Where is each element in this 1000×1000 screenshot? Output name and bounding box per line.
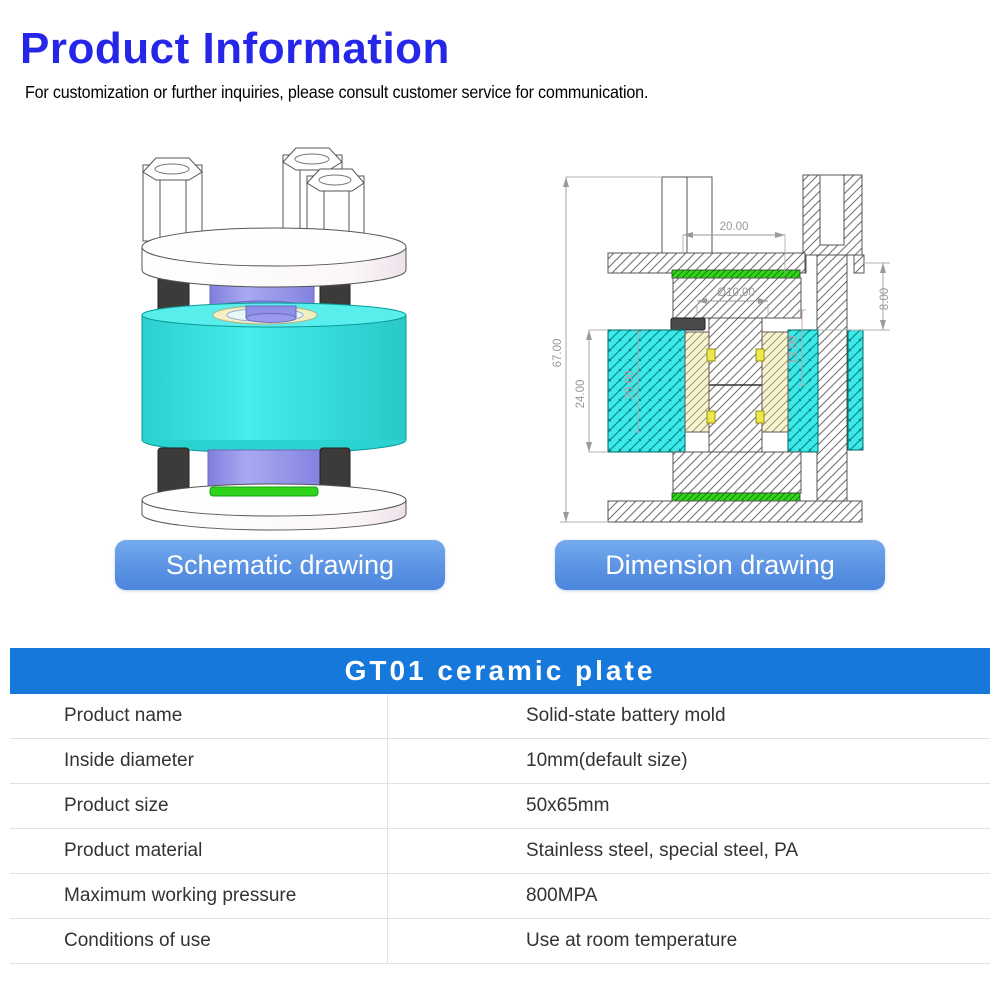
lower-punch-block	[672, 451, 802, 494]
dimension-figure: 67.00 24.00 20.00 20.00 Ø10.00 8.00 13.0…	[540, 120, 960, 540]
table-row: Product name Solid-state battery mold	[10, 694, 990, 739]
dim-die-block-height: 24.00	[575, 380, 587, 409]
die-block-left	[607, 329, 686, 453]
table-row: Product material Stainless steel, specia…	[10, 829, 990, 874]
bottom-plate-section	[607, 500, 863, 523]
cross-section	[607, 174, 865, 523]
row-label: Conditions of use	[10, 919, 388, 963]
die-block-right	[787, 329, 819, 453]
sleeve-left	[684, 331, 710, 433]
top-plate-disc	[141, 227, 407, 288]
spec-table: GT01 ceramic plate Product name Solid-st…	[10, 648, 990, 964]
page-title: Product Information	[20, 24, 450, 73]
schematic-drawing-button[interactable]: Schematic drawing	[115, 540, 445, 590]
row-label: Inside diameter	[10, 739, 388, 783]
dim-top-width: 20.00	[720, 221, 749, 233]
dim-right-step: 8.00	[879, 288, 891, 310]
row-value: 10mm(default size)	[526, 750, 688, 771]
table-row: Conditions of use Use at room temperatur…	[10, 919, 990, 964]
row-value: Stainless steel, special steel, PA	[526, 840, 799, 861]
dim-overall-height: 67.00	[552, 339, 564, 368]
dim-sleeve-height: 13.00	[788, 336, 800, 365]
bottom-plate-disc	[141, 483, 407, 531]
locating-tabs	[706, 348, 765, 424]
table-row: Product size 50x65mm	[10, 784, 990, 829]
seal-piece	[670, 317, 706, 331]
schematic-drawing-svg	[141, 147, 407, 531]
table-row: Inside diameter 10mm(default size)	[10, 739, 990, 784]
ceramic-plate-top	[671, 269, 801, 279]
row-value: 800MPA	[526, 885, 598, 906]
schematic-figure	[100, 110, 480, 540]
table-title: GT01 ceramic plate	[10, 648, 990, 694]
main-die-body	[141, 302, 407, 454]
dimension-labels: 67.00 24.00 20.00 20.00 Ø10.00 8.00 13.0…	[552, 221, 891, 408]
table-row: Maximum working pressure 800MPA	[10, 874, 990, 919]
row-label: Product name	[10, 694, 388, 738]
row-label: Maximum working pressure	[10, 874, 388, 918]
row-label: Product material	[10, 829, 388, 873]
dim-cavity-height: 20.00	[624, 371, 636, 400]
dimension-drawing-button[interactable]: Dimension drawing	[555, 540, 885, 590]
row-value: Use at room temperature	[526, 930, 738, 951]
sleeve-right	[761, 331, 789, 433]
die-block-far-right	[847, 329, 864, 451]
dimension-lines	[560, 176, 890, 523]
row-value: 50x65mm	[526, 795, 610, 816]
dimension-drawing-svg: 67.00 24.00 20.00 20.00 Ø10.00 8.00 13.0…	[552, 174, 891, 523]
dim-bore-diameter: Ø10.00	[717, 287, 755, 299]
green-seal-ring	[209, 486, 319, 497]
hex-nut-left	[142, 157, 203, 242]
row-label: Product size	[10, 784, 388, 828]
page-subtitle: For customization or further inquiries, …	[25, 82, 649, 102]
row-value: Solid-state battery mold	[526, 705, 726, 726]
